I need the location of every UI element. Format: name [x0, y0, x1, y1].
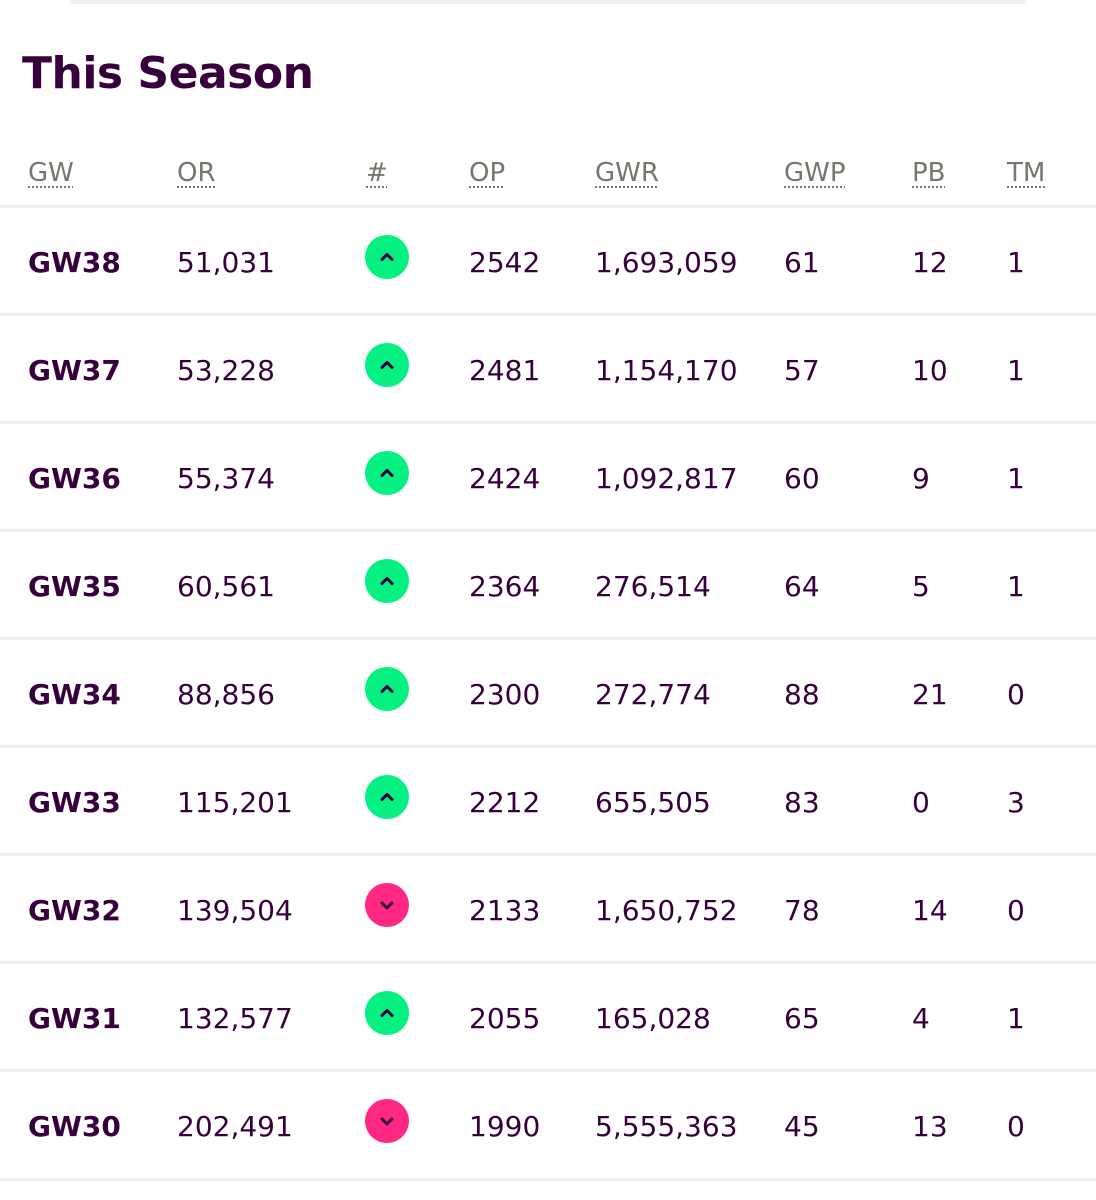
overall-points-cell: 2481	[469, 354, 541, 387]
transfers-made-cell: 0	[1007, 1110, 1025, 1143]
gameweek-cell: GW31	[28, 1002, 121, 1035]
table-row: GW32 139,504 2133 1,650,752 78 14 0	[0, 853, 1096, 961]
table-row: GW35 60,561 2364 276,514 64 5 1	[0, 529, 1096, 637]
transfers-made-cell: 3	[1007, 786, 1025, 819]
table-row: GW38 51,031 2542 1,693,059 61 12 1	[0, 205, 1096, 313]
overall-rank-cell: 55,374	[177, 462, 275, 495]
points-on-bench-cell: 10	[912, 354, 948, 387]
gameweek-cell: GW36	[28, 462, 121, 495]
column-header-pb[interactable]: PB	[912, 158, 946, 188]
transfers-made-cell: 1	[1007, 570, 1025, 603]
season-table-body: GW38 51,031 2542 1,693,059 61 12 1 GW37 …	[0, 205, 1096, 1177]
gameweek-points-cell: 61	[784, 246, 820, 279]
transfers-made-cell: 1	[1007, 462, 1025, 495]
gameweek-points-cell: 45	[784, 1110, 820, 1143]
rank-up-icon	[365, 775, 409, 819]
overall-points-cell: 2542	[469, 246, 541, 279]
rank-up-icon	[365, 343, 409, 387]
gameweek-cell: GW30	[28, 1110, 121, 1143]
bottom-divider	[0, 1178, 1096, 1181]
gameweek-rank-cell: 276,514	[595, 570, 711, 603]
page-title: This Season	[22, 48, 314, 99]
column-header-movement[interactable]: #	[366, 158, 388, 188]
column-header-gwr[interactable]: GWR	[595, 158, 659, 188]
gameweek-points-cell: 88	[784, 678, 820, 711]
points-on-bench-cell: 14	[912, 894, 948, 927]
gameweek-points-cell: 60	[784, 462, 820, 495]
table-row: GW37 53,228 2481 1,154,170 57 10 1	[0, 313, 1096, 421]
transfers-made-cell: 0	[1007, 894, 1025, 927]
overall-points-cell: 2212	[469, 786, 541, 819]
points-on-bench-cell: 12	[912, 246, 948, 279]
transfers-made-cell: 1	[1007, 354, 1025, 387]
gameweek-rank-cell: 1,650,752	[595, 894, 738, 927]
gameweek-points-cell: 57	[784, 354, 820, 387]
gameweek-points-cell: 83	[784, 786, 820, 819]
gameweek-cell: GW32	[28, 894, 121, 927]
column-header-op[interactable]: OP	[469, 158, 506, 188]
column-header-or[interactable]: OR	[177, 158, 216, 188]
gameweek-rank-cell: 272,774	[595, 678, 711, 711]
gameweek-rank-cell: 1,693,059	[595, 246, 738, 279]
rank-up-icon	[365, 991, 409, 1035]
overall-points-cell: 1990	[469, 1110, 541, 1143]
top-divider	[70, 0, 1026, 4]
gameweek-cell: GW34	[28, 678, 121, 711]
column-header-gwp[interactable]: GWP	[784, 158, 846, 188]
rank-down-icon	[365, 1099, 409, 1143]
transfers-made-cell: 1	[1007, 1002, 1025, 1035]
rank-up-icon	[365, 667, 409, 711]
overall-rank-cell: 53,228	[177, 354, 275, 387]
transfers-made-cell: 0	[1007, 678, 1025, 711]
gameweek-points-cell: 65	[784, 1002, 820, 1035]
points-on-bench-cell: 13	[912, 1110, 948, 1143]
overall-rank-cell: 139,504	[177, 894, 293, 927]
column-header-gw[interactable]: GW	[28, 158, 74, 188]
rank-down-icon	[365, 883, 409, 927]
transfers-made-cell: 1	[1007, 246, 1025, 279]
table-row: GW33 115,201 2212 655,505 83 0 3	[0, 745, 1096, 853]
gameweek-points-cell: 64	[784, 570, 820, 603]
table-row: GW36 55,374 2424 1,092,817 60 9 1	[0, 421, 1096, 529]
gameweek-cell: GW38	[28, 246, 121, 279]
rank-up-icon	[365, 451, 409, 495]
gameweek-rank-cell: 655,505	[595, 786, 711, 819]
overall-rank-cell: 51,031	[177, 246, 275, 279]
overall-rank-cell: 115,201	[177, 786, 293, 819]
overall-points-cell: 2364	[469, 570, 541, 603]
gameweek-cell: GW35	[28, 570, 121, 603]
table-header: GW OR # OP GWR GWP PB TM	[0, 150, 1096, 208]
overall-rank-cell: 60,561	[177, 570, 275, 603]
gameweek-points-cell: 78	[784, 894, 820, 927]
gameweek-rank-cell: 1,154,170	[595, 354, 738, 387]
table-row: GW34 88,856 2300 272,774 88 21 0	[0, 637, 1096, 745]
gameweek-rank-cell: 165,028	[595, 1002, 711, 1035]
gameweek-rank-cell: 5,555,363	[595, 1110, 738, 1143]
gameweek-cell: GW33	[28, 786, 121, 819]
table-row: GW30 202,491 1990 5,555,363 45 13 0	[0, 1069, 1096, 1177]
points-on-bench-cell: 9	[912, 462, 930, 495]
rank-up-icon	[365, 559, 409, 603]
rank-up-icon	[365, 235, 409, 279]
overall-rank-cell: 202,491	[177, 1110, 293, 1143]
points-on-bench-cell: 0	[912, 786, 930, 819]
points-on-bench-cell: 5	[912, 570, 930, 603]
gameweek-cell: GW37	[28, 354, 121, 387]
points-on-bench-cell: 21	[912, 678, 948, 711]
overall-points-cell: 2055	[469, 1002, 541, 1035]
overall-rank-cell: 132,577	[177, 1002, 293, 1035]
overall-points-cell: 2424	[469, 462, 541, 495]
gameweek-rank-cell: 1,092,817	[595, 462, 738, 495]
overall-points-cell: 2133	[469, 894, 541, 927]
column-header-tm[interactable]: TM	[1007, 158, 1046, 188]
overall-points-cell: 2300	[469, 678, 541, 711]
table-row: GW31 132,577 2055 165,028 65 4 1	[0, 961, 1096, 1069]
points-on-bench-cell: 4	[912, 1002, 930, 1035]
overall-rank-cell: 88,856	[177, 678, 275, 711]
